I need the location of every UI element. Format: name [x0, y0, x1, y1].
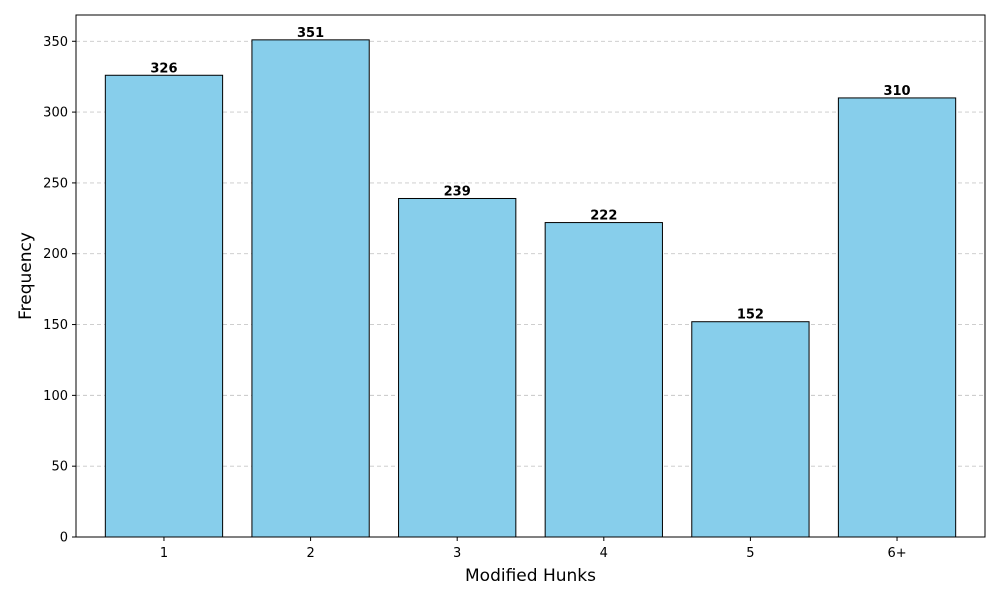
- bar-5: [691, 321, 810, 538]
- x-axis-ticks: 1 2 3 4 5 6+: [160, 537, 907, 561]
- bar-2: [251, 39, 370, 538]
- x-tick-label-1: 1: [160, 546, 168, 561]
- bar-4: [544, 222, 663, 538]
- y-tick-label: 250: [43, 176, 68, 191]
- y-axis-ticks: 0 50 100 150 200 250 300 350: [43, 35, 76, 546]
- y-tick-label: 100: [43, 389, 68, 404]
- bar-6+: [837, 97, 957, 538]
- bars: [104, 39, 957, 538]
- value-label-6+: 310: [883, 84, 910, 99]
- x-tick-label-5: 5: [746, 546, 754, 561]
- x-tick-label-4: 4: [600, 546, 608, 561]
- y-axis-label: Frequency: [16, 232, 36, 320]
- bar-3: [398, 197, 517, 538]
- value-labels: 326 351 239 222 152 310: [150, 26, 910, 323]
- value-label-3: 239: [444, 184, 471, 199]
- y-tick-label: 50: [51, 460, 68, 475]
- x-tick-label-3: 3: [453, 546, 461, 561]
- y-tick-label: 200: [43, 247, 68, 262]
- x-axis-label: Modified Hunks: [465, 566, 596, 586]
- plot-frame: [75, 14, 986, 538]
- value-label-1: 326: [150, 61, 177, 76]
- bar-1: [104, 74, 224, 538]
- x-tick-label-6+: 6+: [887, 546, 906, 561]
- y-tick-label: 0: [60, 531, 68, 546]
- x-tick-label-2: 2: [306, 546, 314, 561]
- value-label-5: 152: [737, 308, 764, 323]
- y-tick-label: 150: [43, 318, 68, 333]
- value-label-2: 351: [297, 26, 324, 41]
- y-tick-label: 350: [43, 35, 68, 50]
- value-label-4: 222: [590, 209, 617, 224]
- y-tick-label: 300: [43, 106, 68, 121]
